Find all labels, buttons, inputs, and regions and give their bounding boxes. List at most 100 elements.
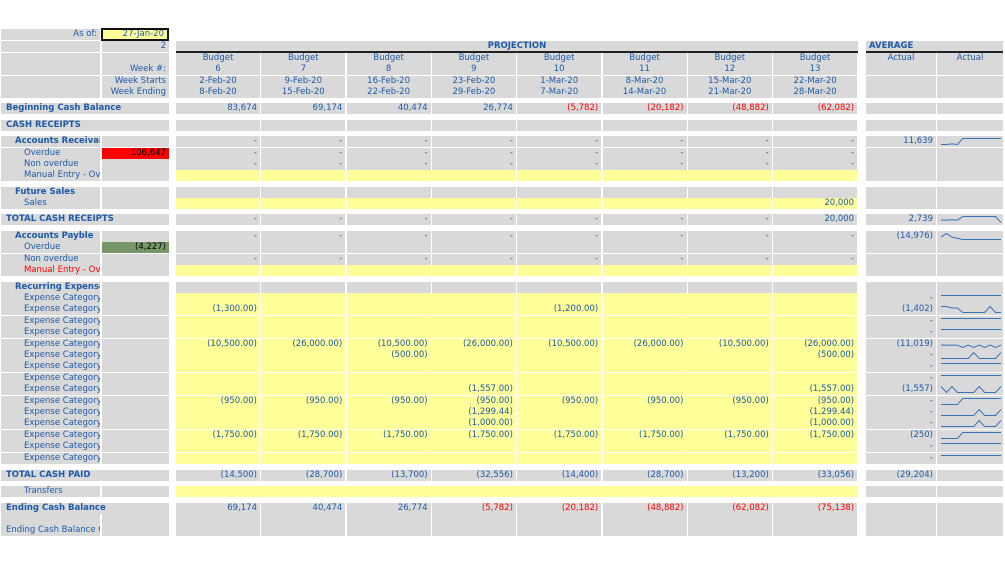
week-value-cell[interactable] <box>176 452 260 464</box>
week-value-cell[interactable] <box>773 293 858 304</box>
week-value-cell[interactable] <box>773 265 858 276</box>
week-value-cell[interactable] <box>261 327 346 339</box>
week-value-cell[interactable] <box>517 327 602 339</box>
week-value-cell[interactable] <box>687 407 772 418</box>
week-value-cell[interactable] <box>261 361 346 373</box>
week-value-cell[interactable] <box>687 452 772 464</box>
week-value-cell[interactable]: (500.00) <box>346 350 431 361</box>
week-value-cell[interactable] <box>176 293 260 304</box>
week-value-cell[interactable]: (1,299.44) <box>773 407 858 418</box>
week-value-cell[interactable]: (26,000.00) <box>773 338 858 350</box>
week-value-cell[interactable] <box>261 350 346 361</box>
week-value-cell[interactable] <box>517 361 602 373</box>
week-value-cell[interactable]: (1,750.00) <box>261 429 346 441</box>
week-value-cell[interactable]: 20,000 <box>773 198 858 209</box>
week-value-cell[interactable] <box>602 170 687 181</box>
week-value-cell[interactable]: (1,750.00) <box>773 429 858 441</box>
week-value-cell[interactable] <box>176 350 260 361</box>
week-value-cell[interactable] <box>602 361 687 373</box>
week-value-cell[interactable] <box>773 327 858 339</box>
week-value-cell[interactable]: (950.00) <box>602 395 687 407</box>
week-value-cell[interactable] <box>346 265 431 276</box>
week-value-cell[interactable]: (10,500.00) <box>517 338 602 350</box>
week-value-cell[interactable] <box>346 452 431 464</box>
week-value-cell[interactable] <box>517 407 602 418</box>
week-value-cell[interactable] <box>261 293 346 304</box>
week-value-cell[interactable] <box>176 198 260 209</box>
week-value-cell[interactable] <box>346 441 431 453</box>
week-value-cell[interactable] <box>687 170 772 181</box>
week-value-cell[interactable]: (950.00) <box>687 395 772 407</box>
week-value-cell[interactable]: (26,000.00) <box>602 338 687 350</box>
week-value-cell[interactable] <box>431 372 516 384</box>
week-value-cell[interactable]: (1,750.00) <box>602 429 687 441</box>
week-value-cell[interactable] <box>346 407 431 418</box>
week-value-cell[interactable] <box>261 452 346 464</box>
week-value-cell[interactable] <box>176 315 260 327</box>
week-value-cell[interactable] <box>602 441 687 453</box>
week-value-cell[interactable] <box>602 452 687 464</box>
week-value-cell[interactable] <box>261 265 346 276</box>
week-value-cell[interactable] <box>773 372 858 384</box>
week-value-cell[interactable] <box>517 350 602 361</box>
week-value-cell[interactable]: (950.00) <box>517 395 602 407</box>
week-value-cell[interactable] <box>346 315 431 327</box>
week-value-cell[interactable] <box>773 441 858 453</box>
week-value-cell[interactable] <box>687 441 772 453</box>
week-value-cell[interactable] <box>687 350 772 361</box>
week-value-cell[interactable] <box>431 327 516 339</box>
week-value-cell[interactable]: (1,000.00) <box>431 418 516 430</box>
week-value-cell[interactable] <box>176 418 260 430</box>
week-value-cell[interactable] <box>261 372 346 384</box>
week-value-cell[interactable] <box>517 372 602 384</box>
week-value-cell[interactable] <box>773 170 858 181</box>
week-value-cell[interactable] <box>431 441 516 453</box>
week-value-cell[interactable] <box>176 361 260 373</box>
week-value-cell[interactable]: (1,750.00) <box>176 429 260 441</box>
week-value-cell[interactable]: (10,500.00) <box>176 338 260 350</box>
week-value-cell[interactable] <box>517 198 602 209</box>
week-value-cell[interactable] <box>176 170 260 181</box>
week-value-cell[interactable] <box>687 361 772 373</box>
week-value-cell[interactable] <box>261 198 346 209</box>
week-value-cell[interactable] <box>431 265 516 276</box>
week-value-cell[interactable] <box>261 384 346 396</box>
week-value-cell[interactable] <box>431 452 516 464</box>
week-value-cell[interactable] <box>346 418 431 430</box>
week-value-cell[interactable]: (1,750.00) <box>687 429 772 441</box>
week-value-cell[interactable] <box>261 304 346 316</box>
week-value-cell[interactable] <box>687 384 772 396</box>
week-value-cell[interactable] <box>176 327 260 339</box>
week-value-cell[interactable] <box>517 418 602 430</box>
week-value-cell[interactable]: (950.00) <box>176 395 260 407</box>
week-value-cell[interactable]: (1,557.00) <box>773 384 858 396</box>
week-value-cell[interactable] <box>687 304 772 316</box>
week-value-cell[interactable] <box>261 441 346 453</box>
week-value-cell[interactable] <box>687 265 772 276</box>
week-value-cell[interactable] <box>346 198 431 209</box>
week-value-cell[interactable] <box>346 293 431 304</box>
week-value-cell[interactable] <box>431 293 516 304</box>
week-value-cell[interactable] <box>687 198 772 209</box>
week-value-cell[interactable] <box>602 418 687 430</box>
week-value-cell[interactable]: (950.00) <box>773 395 858 407</box>
week-value-cell[interactable] <box>517 452 602 464</box>
week-value-cell[interactable] <box>517 265 602 276</box>
week-value-cell[interactable] <box>602 384 687 396</box>
week-value-cell[interactable] <box>687 315 772 327</box>
week-value-cell[interactable]: (10,500.00) <box>346 338 431 350</box>
week-value-cell[interactable] <box>687 418 772 430</box>
week-value-cell[interactable] <box>261 170 346 181</box>
week-value-cell[interactable] <box>261 418 346 430</box>
week-value-cell[interactable] <box>176 265 260 276</box>
week-value-cell[interactable] <box>602 372 687 384</box>
week-value-cell[interactable] <box>602 350 687 361</box>
week-value-cell[interactable] <box>176 441 260 453</box>
week-value-cell[interactable]: (26,000.00) <box>261 338 346 350</box>
week-value-cell[interactable] <box>517 384 602 396</box>
week-value-cell[interactable] <box>602 407 687 418</box>
week-value-cell[interactable]: (1,300.00) <box>176 304 260 316</box>
week-value-cell[interactable] <box>517 293 602 304</box>
week-value-cell[interactable] <box>687 372 772 384</box>
week-value-cell[interactable]: (950.00) <box>431 395 516 407</box>
